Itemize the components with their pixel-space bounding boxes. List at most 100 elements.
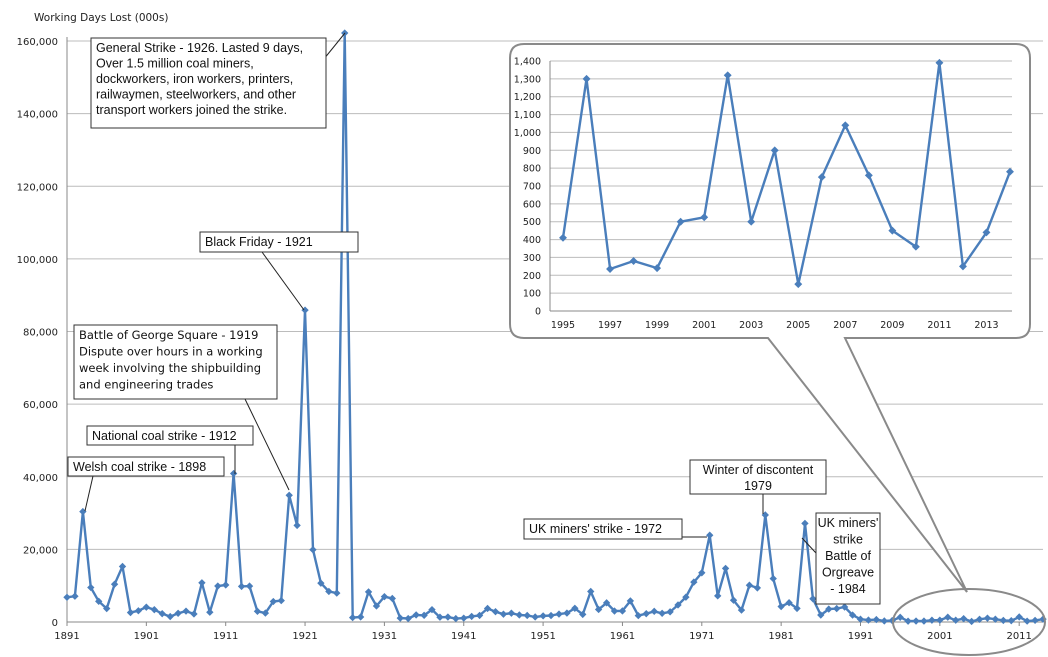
data-point — [444, 613, 452, 621]
data-point — [856, 615, 865, 623]
data-point — [380, 592, 389, 601]
data-point — [642, 610, 650, 618]
inset-data-point — [959, 262, 967, 271]
data-point — [261, 609, 270, 617]
inset-y-tick-label: 700 — [523, 182, 541, 193]
data-point — [904, 617, 912, 625]
series-line — [66, 31, 1044, 623]
annotation-box — [67, 456, 225, 477]
data-point — [412, 611, 420, 619]
data-point — [515, 611, 524, 619]
data-point — [555, 610, 563, 618]
x-tick-label: 1961 — [610, 631, 635, 642]
data-point — [864, 616, 873, 624]
inset-x-tick-label: 2005 — [786, 320, 810, 331]
annotation-text-line: Orgreave — [822, 566, 874, 580]
data-point — [674, 601, 682, 609]
x-tick-label: 1901 — [134, 631, 159, 642]
y-tick-label: 80,000 — [23, 328, 58, 339]
data-point — [325, 587, 333, 596]
inset-y-tick-label: 1,000 — [514, 128, 541, 139]
data-point — [245, 582, 254, 590]
data-point — [547, 611, 555, 620]
data-point — [293, 521, 301, 530]
x-tick-label: 1991 — [848, 631, 873, 642]
annotation-box — [199, 231, 359, 253]
data-point — [348, 613, 357, 622]
y-tick-label: 120,000 — [17, 182, 58, 193]
data-point — [626, 597, 635, 605]
data-point — [467, 612, 476, 621]
annotation-text-line: UK miners' — [818, 516, 879, 530]
data-point — [285, 491, 293, 499]
inset-y-tick-label: 100 — [523, 289, 541, 300]
annotation-text-line: Winter of discontent — [703, 463, 814, 477]
data-point — [602, 599, 611, 607]
data-point — [999, 616, 1008, 625]
data-point — [222, 581, 230, 589]
inset-data-point — [559, 233, 567, 242]
inset-x-tick-label: 2003 — [739, 320, 763, 331]
data-point — [333, 589, 341, 597]
y-tick-label: 40,000 — [23, 473, 58, 484]
x-tick-label: 1891 — [54, 631, 79, 642]
data-point — [793, 604, 801, 613]
data-point — [404, 614, 412, 623]
data-point — [840, 603, 849, 611]
data-point — [277, 596, 285, 605]
inset-x-tick-label: 2001 — [692, 320, 716, 331]
data-point — [436, 613, 444, 621]
inset-x-tick-label: 2011 — [927, 320, 951, 331]
data-point — [983, 614, 992, 622]
annotation-leader-line — [244, 398, 290, 491]
data-point — [991, 615, 1000, 623]
annotation-text-line: Over 1.5 million coal miners, — [96, 57, 254, 71]
data-point — [134, 607, 143, 615]
data-point — [587, 587, 595, 596]
data-point — [809, 595, 817, 603]
y-tick-label: 100,000 — [17, 255, 58, 266]
data-point — [769, 574, 777, 583]
inset-x-tick-label: 2009 — [880, 320, 904, 331]
annotation-text-line: and engineering trades — [79, 378, 213, 392]
inset-data-point — [723, 71, 732, 80]
data-point — [182, 607, 190, 615]
data-point — [936, 616, 944, 624]
data-point — [118, 562, 127, 571]
y-tick-labels: 0 20,000 40,000 60,000 80,000 100,000 120,000 1… — [17, 37, 58, 629]
annotation-leader-line — [261, 251, 305, 311]
data-point — [372, 602, 381, 610]
inset-callout-shape — [509, 43, 1031, 593]
inset-data-point — [982, 228, 991, 237]
data-point — [206, 608, 214, 616]
inset-data-point — [676, 217, 685, 226]
data-point — [753, 584, 762, 592]
data-point — [63, 593, 71, 601]
annotation-text-line: dockworkers, iron workers, printers, — [96, 72, 293, 86]
annotation-box — [523, 518, 683, 540]
inset-y-tick-label: 300 — [523, 253, 541, 264]
annotation-box — [815, 512, 881, 605]
data-point — [71, 592, 79, 600]
annotation-text-line: Welsh coal strike - 1898 — [73, 460, 206, 474]
y-tick-label: 160,000 — [17, 37, 58, 48]
data-point — [198, 579, 206, 587]
data-point — [1015, 613, 1023, 621]
x-tick-label: 1941 — [451, 631, 476, 642]
inset-x-tick-label: 1995 — [551, 320, 575, 331]
annotation-text-line: Battle of — [825, 549, 871, 563]
x-tick-label: 1981 — [768, 631, 793, 642]
data-point — [682, 593, 690, 601]
data-point — [928, 616, 936, 624]
x-tick-label: 1951 — [530, 631, 555, 642]
annotation-winter-of-discontent: Winter of discontent 1979 — [689, 459, 827, 514]
data-point — [110, 580, 119, 588]
inset-data-point — [606, 265, 615, 273]
inset-data-point — [817, 173, 826, 182]
data-point — [420, 611, 428, 620]
data-point — [237, 582, 246, 591]
annotation-text-line: railwaymen, steelworkers, and other — [96, 88, 296, 102]
data-point — [1007, 616, 1015, 625]
data-point — [364, 588, 373, 596]
